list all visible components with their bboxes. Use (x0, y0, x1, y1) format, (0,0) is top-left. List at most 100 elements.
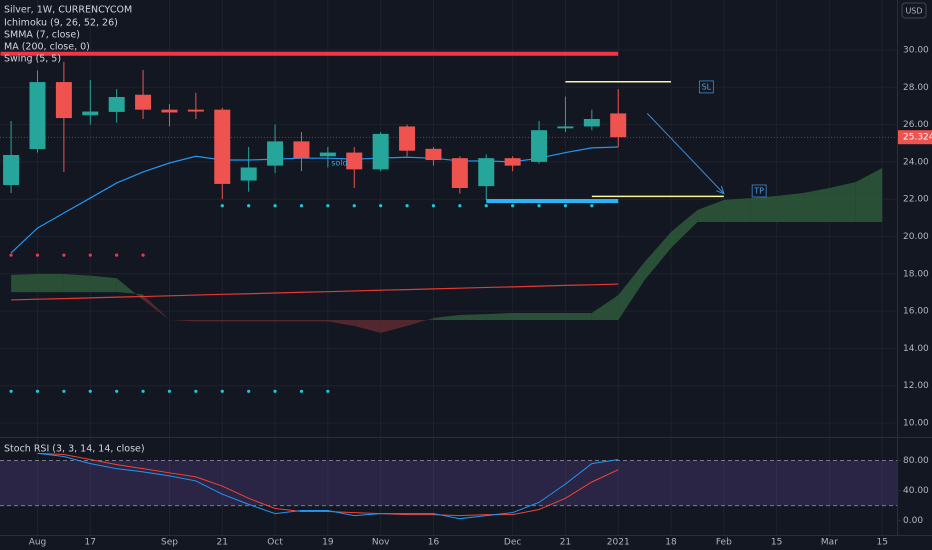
candle-body (82, 111, 99, 116)
candle-body (372, 133, 389, 170)
swing-dot (590, 204, 594, 208)
swing-dot (273, 389, 277, 393)
x-tick-label: 19 (322, 538, 334, 548)
cloud-segment (275, 320, 302, 322)
drawing-line (646, 113, 725, 194)
swing-dot (9, 253, 13, 257)
cloud-segment (618, 262, 645, 321)
swing-dot (511, 204, 515, 208)
x-tick-label: Sep (161, 538, 178, 548)
y-tick-label: 10.00 (903, 419, 929, 429)
candle-body (583, 118, 600, 127)
candle-body (108, 96, 125, 112)
indicator-label: SMMA (7, close) (4, 30, 80, 41)
x-tick-label: Feb (716, 538, 732, 548)
x-tick-label: 21 (560, 538, 571, 548)
candle-body (557, 126, 574, 129)
swing-dot (220, 389, 224, 393)
cloud-segment (539, 312, 566, 321)
annotation-text: sold (331, 159, 347, 168)
x-tick-label: 18 (665, 538, 677, 548)
candle-body (3, 154, 20, 186)
y-tick-label: 14.00 (903, 344, 929, 354)
candle-body (55, 82, 72, 119)
x-tick-label: 21 (217, 538, 228, 548)
swing-dot (62, 389, 66, 393)
cloud-segment (195, 320, 223, 322)
y-tick-label: 28.00 (903, 83, 929, 93)
arrow-head (716, 185, 725, 195)
candle-body (319, 152, 336, 157)
swing-dot (167, 389, 172, 393)
cloud-segment (433, 315, 460, 321)
swing-dot (563, 204, 568, 208)
cloud-segment (644, 232, 672, 280)
ma200-line (11, 283, 619, 301)
swing-dot (326, 204, 330, 208)
candle-body (267, 141, 284, 166)
currency-button[interactable] (901, 2, 927, 19)
swing-dot (484, 204, 488, 208)
cloud-segment (723, 198, 751, 222)
indicator-label: Swing (5, 5) (4, 54, 61, 65)
x-tick-label: Aug (29, 538, 47, 548)
indicator-label: Stoch RSI (3, 3, 14, 14, close) (4, 444, 145, 455)
swing-dot (88, 253, 92, 257)
annotation-text: TP (753, 186, 764, 195)
y-tick-label: 30.00 (903, 45, 929, 55)
y-tick-label: 40.00 (903, 486, 929, 496)
cloud-segment (90, 275, 117, 293)
swing-dot (9, 389, 13, 393)
x-tick-label: Nov (372, 538, 390, 548)
swing-dot (405, 204, 409, 208)
candle-body (240, 167, 257, 181)
cloud-segment (512, 312, 540, 321)
currency-label[interactable]: USD (905, 7, 922, 16)
cloud-segment (829, 182, 856, 222)
candle-body (293, 141, 310, 159)
x-tick-label: 16 (428, 538, 440, 548)
swing-dot (141, 253, 145, 257)
y-tick-label: 0.00 (903, 516, 923, 526)
annotation-text: SL (702, 82, 712, 91)
stoch-pane (0, 452, 901, 522)
candle-body (425, 148, 442, 161)
candle-body (187, 109, 204, 112)
swing-dot (62, 253, 66, 257)
x-tick-label: Mar (821, 538, 838, 548)
y-tick-label: 18.00 (903, 269, 929, 279)
grid (0, 0, 897, 535)
candle-body (451, 158, 468, 189)
cloud-segment (327, 320, 355, 327)
swing-dot (35, 253, 40, 257)
swing-dot (247, 204, 251, 208)
candle-body (478, 158, 495, 187)
swing-dot (35, 389, 40, 393)
cloud-segment (248, 320, 276, 322)
swing-dot (115, 253, 119, 257)
y-tick-label: 20.00 (903, 232, 929, 242)
cloud-segment (591, 295, 619, 321)
cloud-segment (671, 210, 698, 249)
candle-body (214, 109, 231, 184)
swing-dot (379, 204, 383, 208)
ichimoku-cloud (11, 168, 883, 333)
swing-dot (458, 204, 462, 208)
indicator-label: Ichimoku (9, 26, 52, 26) (4, 18, 118, 29)
y-tick-label: 12.00 (903, 381, 929, 391)
cloud-segment (803, 188, 830, 222)
annotation-box (698, 80, 714, 94)
price-tag-label: 25.324 (903, 133, 932, 143)
cloud-segment (37, 273, 64, 293)
chart-title: Silver, 1W, CURRENCYCOM (4, 5, 132, 16)
swing-dot (88, 389, 92, 393)
cloud-segment (750, 196, 777, 222)
swing-dot (194, 389, 198, 393)
cloud-segment (63, 273, 91, 293)
cloud-segment (697, 199, 724, 222)
y-tick-label: 80.00 (903, 456, 929, 466)
x-tick-label: 15 (771, 538, 782, 548)
cloud-segment (222, 320, 249, 322)
annotation-box (751, 184, 767, 198)
cloud-segment (855, 168, 883, 222)
